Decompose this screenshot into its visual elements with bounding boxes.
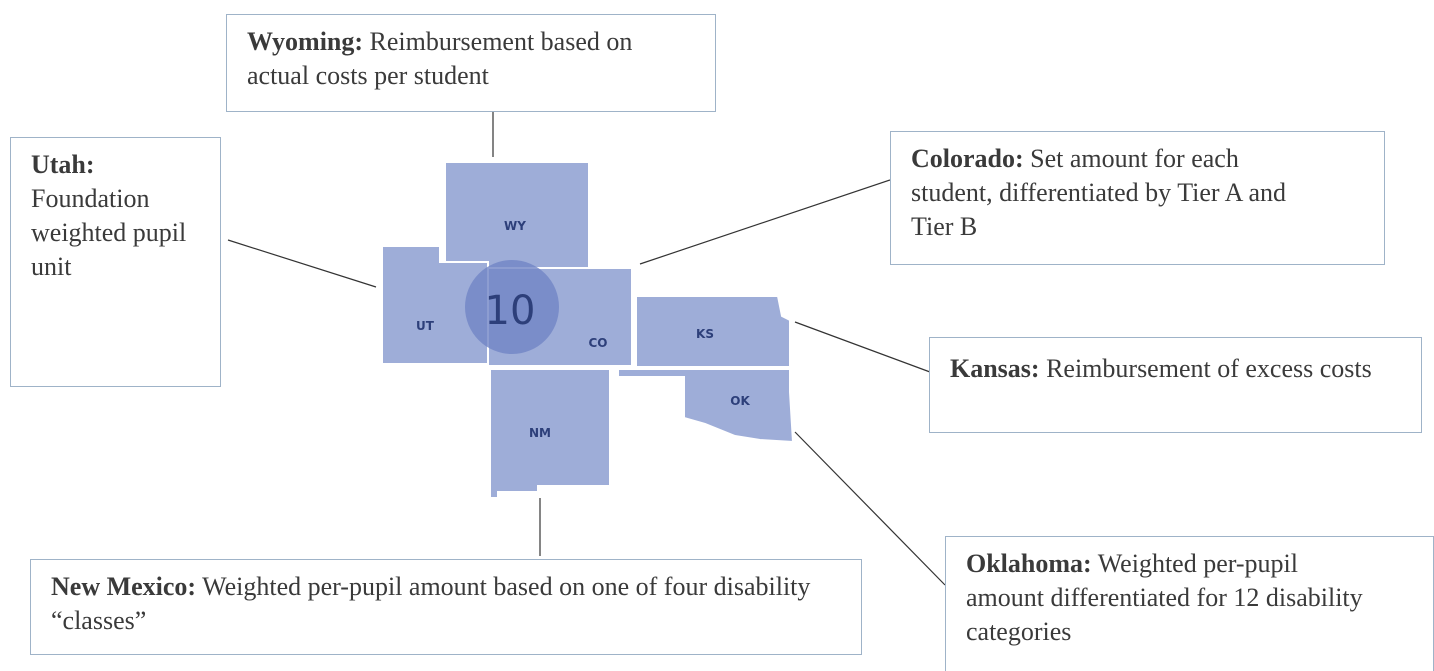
callout-text: Reimbursement of excess costs [1046,354,1372,383]
state-abbr: NM [529,426,551,440]
callout: Kansas: Reimbursement of excess costs [929,337,1422,433]
callout-name: Oklahoma: [966,549,1092,578]
state-nm [489,368,611,499]
leader-line [227,239,377,288]
callout-text: Reimbursement based on actual costs per … [247,27,633,90]
callout-name: Kansas: [950,354,1040,383]
callout: Colorado: Set amount for each student, d… [890,131,1385,265]
region-label: 10 [485,288,536,334]
callout: Oklahoma: Weighted per-pupil amount diff… [945,536,1434,671]
callout-text: Foundation weighted pupil unit [31,184,187,281]
state-ks [635,295,791,368]
state-abbr: WY [504,219,526,233]
leader-line [794,321,931,373]
state-abbr: CO [588,336,607,350]
callout-text: Set amount for each student, differentia… [911,144,1287,241]
state-ok [617,368,795,444]
callout-name: New Mexico: [51,572,197,601]
callout-name: Colorado: [911,144,1024,173]
state-abbr: UT [416,319,435,333]
callout: Utah: Foundation weighted pupil unit [10,137,221,387]
state-ut [381,245,489,365]
leader-line [639,179,891,265]
callout-text: Weighted per-pupil amount based on one o… [51,572,811,635]
callout-name: Utah: [31,150,95,179]
callout-text: Weighted per-pupil amount differentiated… [966,549,1363,646]
callout: Wyoming: Reimbursement based on actual c… [226,14,716,112]
callout-name: Wyoming: [247,27,364,56]
state-abbr: KS [696,327,714,341]
state-wy [444,161,590,269]
leader-line [794,431,946,586]
region-circle [465,260,559,354]
state-abbr: OK [730,394,750,408]
callout: New Mexico: Weighted per-pupil amount ba… [30,559,862,655]
